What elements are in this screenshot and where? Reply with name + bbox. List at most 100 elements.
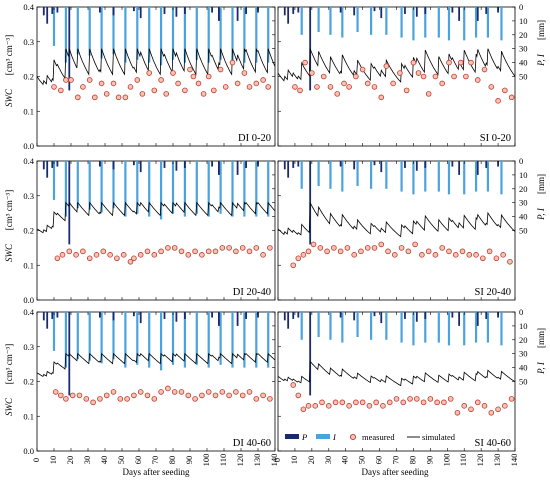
precipitation-bar	[236, 161, 239, 175]
precipitation-bar	[287, 161, 290, 178]
precipitation-bar	[112, 312, 115, 321]
legend-label-irrigation: I	[332, 432, 337, 442]
irrigation-bar	[317, 312, 320, 338]
irrigation-bar	[424, 161, 427, 192]
measured-point	[195, 80, 202, 87]
measured-point	[246, 389, 253, 395]
measured-point	[103, 392, 110, 399]
irrigation-bar	[317, 7, 320, 33]
y-tick-label: 0.1	[23, 106, 34, 116]
measured-point	[200, 91, 207, 97]
measured-point	[80, 248, 86, 255]
x-tick-label: 30	[82, 456, 92, 465]
x-tick-label: 40	[99, 456, 109, 465]
irrigation-bar	[447, 161, 451, 195]
measured-point	[334, 91, 341, 97]
measured-point	[317, 245, 324, 251]
precipitation-bar	[99, 161, 101, 167]
measured-point	[458, 59, 464, 66]
irrigation-bar	[447, 312, 451, 346]
irrigation-bar	[412, 312, 415, 346]
irrigation-bar	[424, 312, 427, 343]
precipitation-bar	[424, 312, 427, 319]
measured-point	[439, 80, 446, 87]
precipitation-bar	[424, 7, 427, 14]
irrigation-bar	[52, 161, 56, 200]
measured-point	[83, 396, 90, 402]
measured-point	[359, 399, 366, 406]
x-tick-label: 50	[357, 456, 367, 465]
x-tick-label: 60	[133, 456, 143, 465]
irrigation-bar	[329, 161, 332, 189]
measured-point	[151, 252, 158, 258]
y-tick-label: 0.3	[23, 191, 34, 201]
measured-point	[466, 252, 473, 258]
measured-point	[459, 248, 466, 255]
measured-point	[175, 80, 181, 87]
irrigation-bar	[100, 161, 103, 213]
precipitation-bar	[297, 312, 300, 318]
measured-point	[446, 248, 452, 255]
measured-point	[234, 80, 241, 87]
measured-point	[107, 252, 113, 258]
measured-point	[205, 248, 212, 255]
precipitation-bar	[211, 7, 213, 13]
irrigation-bar	[64, 312, 67, 368]
measured-point	[446, 59, 452, 66]
irrigation-bar	[317, 161, 320, 187]
panels-layer: 0.0 0.1 0.2 0.3 0.4 DI 0-20 0 10 20 30 40 50 SI 0-20…	[23, 2, 527, 466]
irrigation-bar	[267, 7, 270, 63]
irrigation-bar	[148, 7, 151, 63]
panel-label: SI 20-40	[475, 287, 511, 298]
measured-point	[86, 255, 93, 262]
precipitation-bar	[415, 7, 418, 17]
measured-point	[407, 396, 413, 402]
measured-point	[473, 252, 479, 258]
x-tick-label: 50	[116, 456, 126, 465]
irrigation-bar	[136, 7, 139, 60]
measured-point	[412, 241, 418, 248]
measured-point	[393, 396, 400, 402]
precipitation-bar	[218, 7, 220, 21]
precipitation-bar	[211, 161, 213, 167]
measured-point	[371, 84, 378, 90]
measured-point	[54, 255, 61, 262]
irrigation-bar	[300, 161, 303, 189]
y-right-tick-label: 10	[519, 16, 528, 26]
measured-point	[151, 396, 158, 402]
measured-point	[93, 252, 100, 258]
irrigation-bar	[400, 312, 403, 343]
precipitation-bar	[211, 312, 213, 318]
measured-point	[171, 389, 178, 395]
measured-point	[222, 84, 229, 90]
measured-point	[292, 84, 298, 90]
y-tick-label: 0.1	[23, 411, 34, 421]
measured-point	[300, 252, 307, 258]
irrigation-bar	[136, 312, 139, 365]
measured-point	[131, 255, 137, 262]
measured-point	[495, 406, 501, 413]
precipitation-bar	[424, 161, 427, 168]
irrigation-bar	[437, 312, 440, 343]
measured-point	[239, 245, 246, 251]
precipitation-bar	[236, 312, 239, 326]
y-left-title-units: [cm³ cm⁻³]	[4, 35, 14, 75]
irrigation-bar	[124, 7, 127, 63]
y-right-tick-label: 0	[519, 2, 523, 12]
measured-point	[468, 59, 474, 66]
precipitation-bar	[283, 312, 286, 321]
measured-point	[144, 248, 151, 255]
x-tick-label: 30	[323, 456, 333, 465]
irrigation-bar	[463, 312, 466, 346]
irrigation-bar	[474, 312, 478, 343]
irrigation-bar	[243, 161, 246, 217]
measured-point	[151, 87, 158, 94]
precipitation-bar	[485, 7, 488, 14]
irrigation-bar	[100, 7, 103, 59]
panel-label: DI 0-20	[238, 133, 271, 144]
y-right-tick-label: 20	[519, 335, 528, 345]
measured-point	[57, 87, 64, 94]
legend-label-measured: measured	[362, 432, 395, 442]
measured-point	[114, 255, 120, 262]
